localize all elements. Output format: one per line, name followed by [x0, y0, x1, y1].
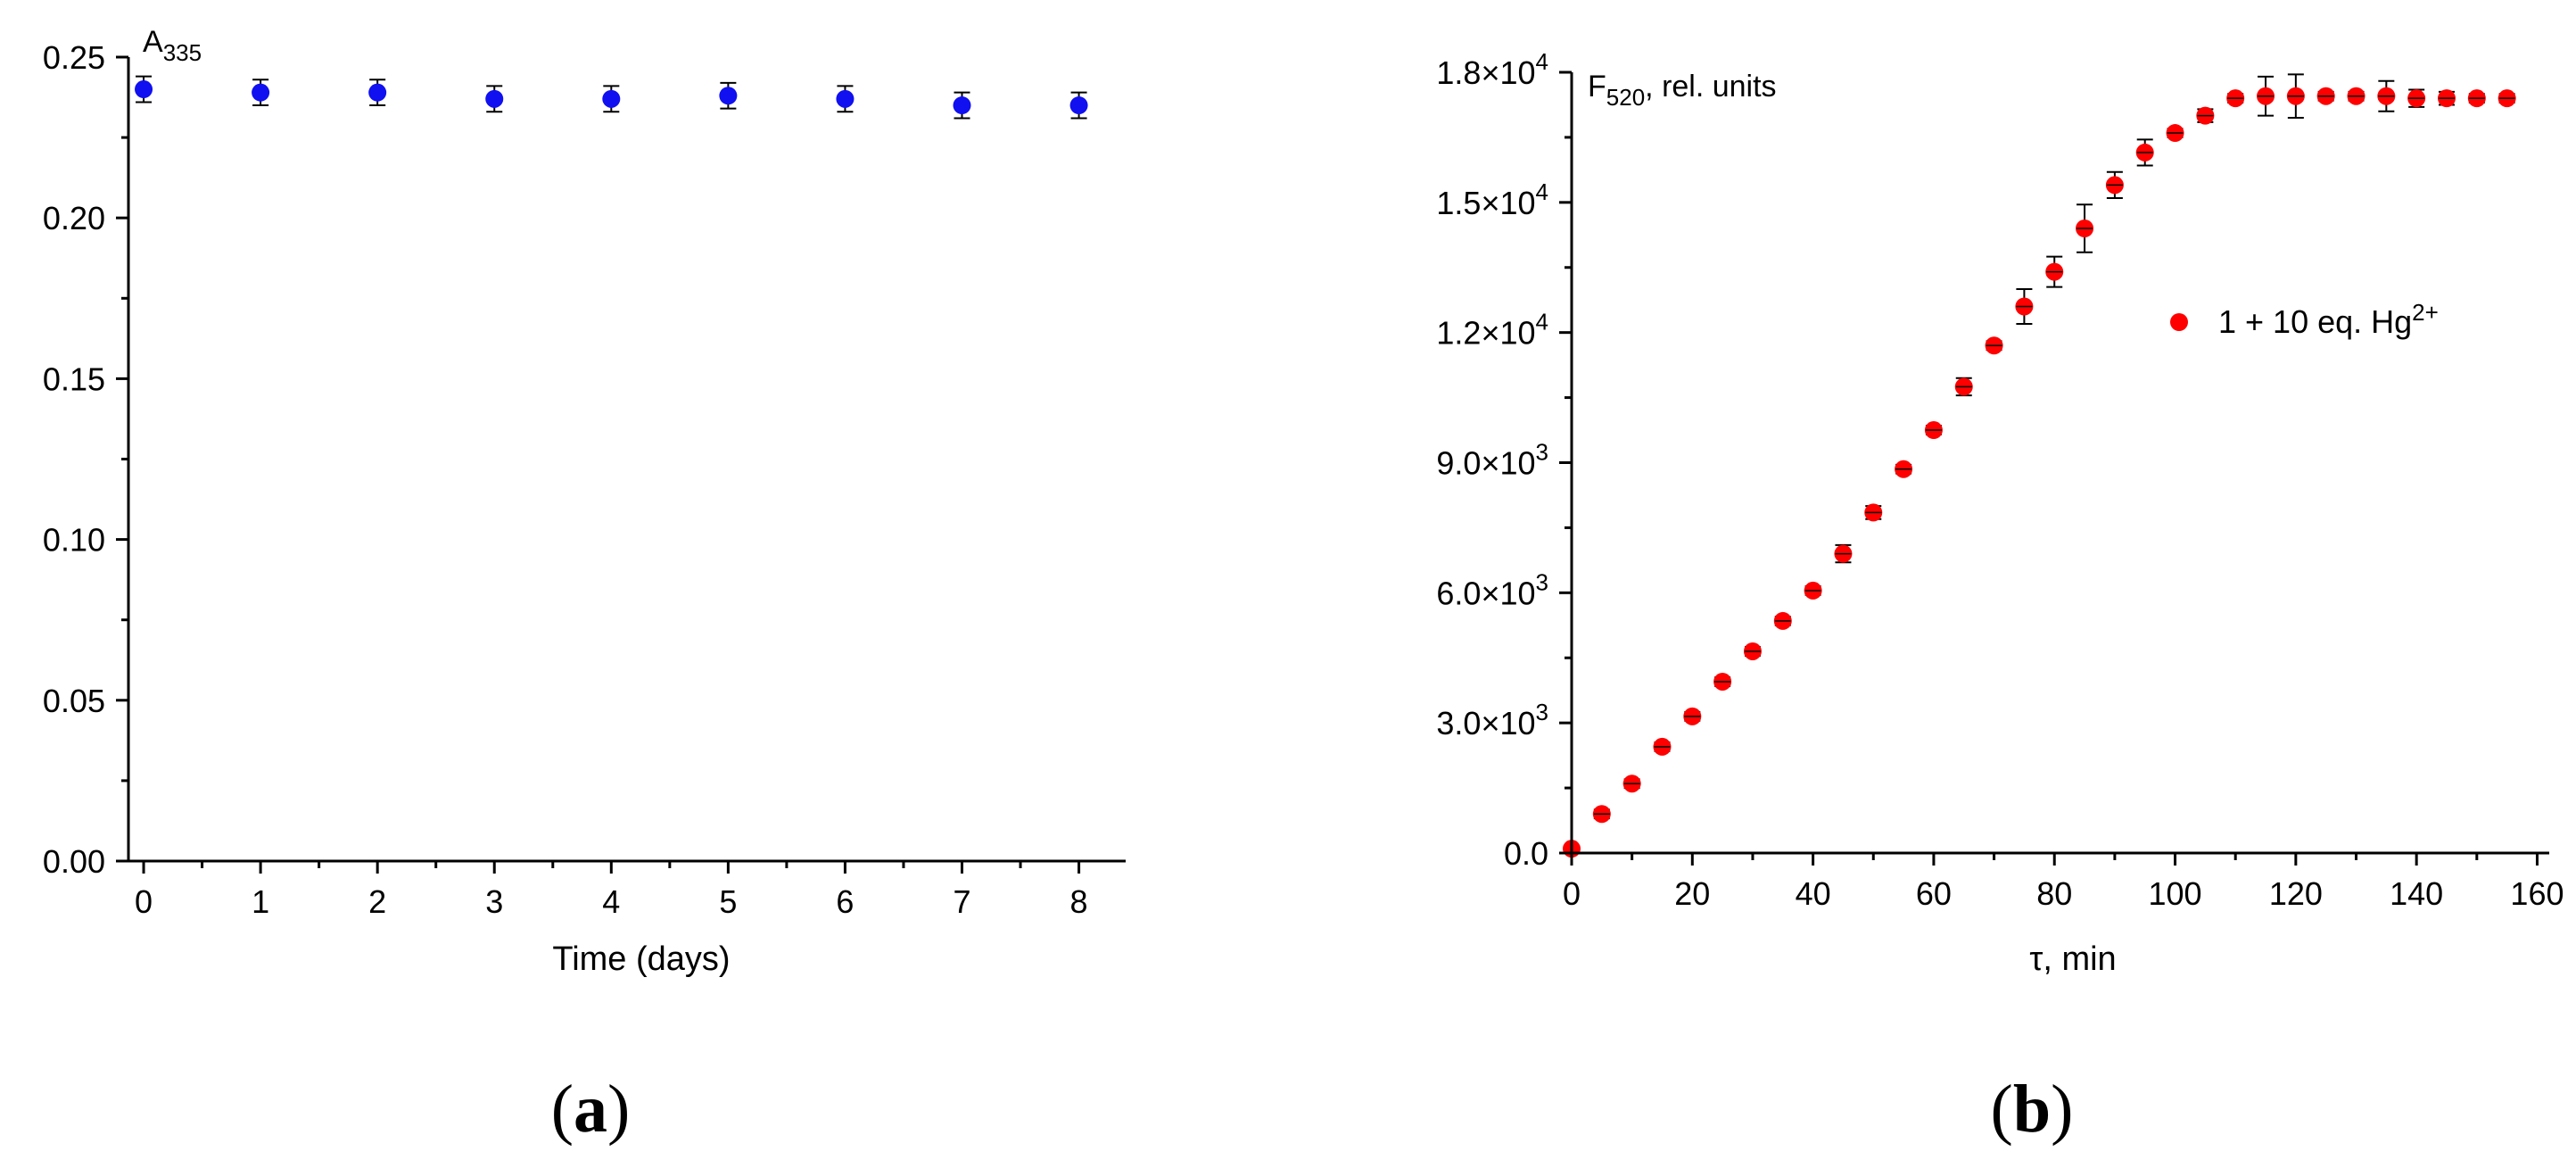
- data-point: [953, 96, 971, 115]
- panel-label-a: (a): [551, 1072, 631, 1147]
- x-tick-label: 7: [953, 883, 970, 920]
- x-tick-label: 120: [2269, 875, 2323, 912]
- x-tick-label: 60: [1916, 875, 1952, 912]
- chart-a-ylabel: A335: [143, 25, 202, 66]
- x-tick-label: 4: [602, 883, 620, 920]
- x-tick-label: 80: [2036, 875, 2072, 912]
- y-tick-label: 1.5×104: [1436, 178, 1548, 221]
- data-point: [368, 83, 387, 102]
- x-tick-label: 3: [485, 883, 503, 920]
- x-tick-label: 8: [1070, 883, 1088, 920]
- y-tick-label: 0.20: [43, 200, 105, 236]
- chart-b-xlabel: τ, min: [2029, 940, 2116, 978]
- data-point: [485, 89, 504, 108]
- chart-a-marks: [135, 75, 1088, 120]
- data-point: [1069, 96, 1088, 115]
- x-tick-label: 160: [2510, 875, 2564, 912]
- legend-marker: [2170, 313, 2188, 331]
- chart-b-marks: [1563, 73, 2516, 858]
- chart-b-axes: 0 20 40 60 80 100 120 140 160 0.0 3.0×103 6.0×103 9.…: [1436, 48, 2564, 912]
- chart-b-legend: 1 + 10 eq. Hg2+: [2170, 299, 2439, 340]
- y-tick-label: 9.0×103: [1436, 439, 1548, 482]
- y-tick-label: 0.15: [43, 360, 105, 397]
- y-tick-label: 3.0×103: [1436, 699, 1548, 741]
- y-tick-label: 6.0×103: [1436, 568, 1548, 611]
- x-tick-label: 40: [1796, 875, 1831, 912]
- data-point: [252, 83, 270, 102]
- chart-b: 0 20 40 60 80 100 120 140 160 0.0 3.0×103 6.0×103 9.…: [1436, 48, 2564, 1147]
- chart-a: 0 1 2 3 4 5 6 7 8 0.00 0.05 0.10 0.15 0.20 0.25 A335 T…: [43, 25, 1126, 1147]
- y-tick-label: 0.0: [1504, 835, 1548, 872]
- data-point: [719, 87, 738, 105]
- y-tick-label: 0.00: [43, 843, 105, 880]
- x-tick-label: 2: [368, 883, 386, 920]
- x-tick-label: 5: [719, 883, 737, 920]
- y-tick-label: 0.05: [43, 683, 105, 719]
- y-tick-label: 1.2×104: [1436, 309, 1548, 352]
- chart-a-axes: 0 1 2 3 4 5 6 7 8 0.00 0.05 0.10 0.15 0.20 0.25: [43, 39, 1126, 920]
- data-point: [836, 89, 855, 108]
- x-tick-label: 140: [2390, 875, 2443, 912]
- chart-b-ylabel: F520, rel. units: [1588, 70, 1777, 111]
- x-tick-label: 0: [1563, 875, 1581, 912]
- x-tick-label: 100: [2149, 875, 2202, 912]
- panel-label-b: (b): [1991, 1072, 2074, 1147]
- x-tick-label: 0: [135, 883, 153, 920]
- data-point: [135, 80, 153, 99]
- chart-a-xlabel: Time (days): [552, 940, 730, 978]
- legend-label: 1 + 10 eq. Hg2+: [2218, 299, 2439, 340]
- y-tick-label: 0.25: [43, 39, 105, 76]
- x-tick-label: 6: [836, 883, 854, 920]
- y-tick-label: 1.8×104: [1436, 48, 1548, 91]
- x-tick-label: 20: [1674, 875, 1710, 912]
- y-tick-label: 0.10: [43, 522, 105, 559]
- data-point: [602, 89, 621, 108]
- x-tick-label: 1: [252, 883, 269, 920]
